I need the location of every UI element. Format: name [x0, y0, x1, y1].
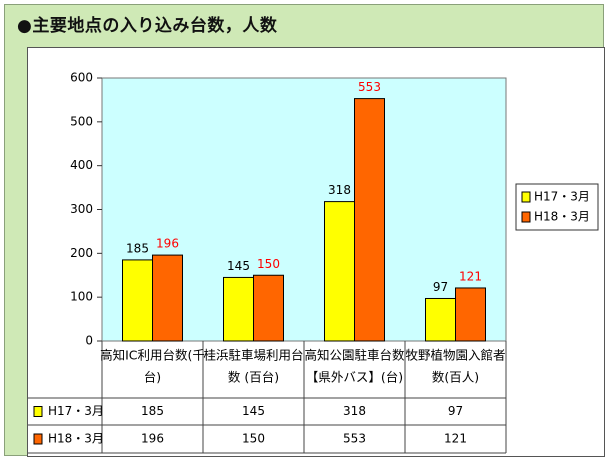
- category-label: 桂浜駐車場利用台: [203, 348, 303, 363]
- bar-chart: 0 100 200 300 400 500 600 185 196 145 150 318 553 97 1…: [28, 71, 599, 454]
- bar-h17: [223, 276, 254, 342]
- page-title: ●主要地点の入り込み台数，人数: [17, 16, 278, 36]
- category-label: 数(百人): [432, 370, 479, 385]
- legend-label: H17・3月: [534, 190, 590, 204]
- bar-h17: [425, 297, 456, 342]
- y-tick-label: 500: [70, 114, 93, 128]
- category-label: 数 (百台): [228, 370, 279, 385]
- table-cell: 150: [242, 432, 265, 446]
- data-label: 553: [358, 80, 381, 94]
- y-tick-label: 300: [70, 202, 93, 216]
- table-series-label: H17・3月: [48, 404, 104, 418]
- category-label: 【県外バス】(台): [306, 370, 403, 385]
- legend-label: H18・3月: [534, 210, 590, 224]
- table-cell: 121: [444, 432, 467, 446]
- data-label: 145: [227, 259, 250, 273]
- data-label: 150: [257, 257, 280, 271]
- y-tick-label: 600: [70, 71, 93, 85]
- table-cell: 97: [448, 404, 463, 418]
- bar-h18: [253, 274, 284, 342]
- page-frame: ●主要地点の入り込み台数，人数 0 100 200 300 400 500 600 185 19…: [4, 4, 605, 457]
- bar-h18: [354, 98, 385, 342]
- table-cell: 318: [343, 404, 366, 418]
- data-label: 196: [156, 237, 179, 251]
- table-cell: 185: [141, 404, 164, 418]
- legend-swatch: [521, 191, 531, 203]
- category-label: 牧野植物園入館者: [405, 348, 505, 363]
- category-label: 台): [144, 370, 161, 385]
- data-label: 185: [126, 241, 149, 255]
- category-label: 高知公園駐車台数: [304, 348, 405, 363]
- y-tick-label: 100: [70, 290, 93, 304]
- table-series-label: H18・3月: [48, 432, 104, 446]
- data-label: 318: [328, 183, 351, 197]
- table-cell: 145: [242, 404, 265, 418]
- category-label: 高知IC利用台数(千: [100, 348, 205, 363]
- table-legend-key: [33, 406, 43, 417]
- bar-h17: [122, 259, 153, 342]
- bar-h17: [324, 201, 355, 342]
- y-tick-label: 400: [70, 158, 93, 172]
- bar-h18: [152, 254, 183, 342]
- table-legend-key: [33, 433, 43, 445]
- y-tick-label: 200: [70, 246, 93, 260]
- bar-h18: [455, 287, 486, 342]
- chart-panel: 0 100 200 300 400 500 600 185 196 145 150 318 553 97 1…: [27, 47, 605, 457]
- legend-swatch: [521, 211, 531, 223]
- data-label: 121: [459, 269, 482, 283]
- table-cell: 196: [141, 432, 164, 446]
- y-tick-label: 0: [85, 334, 93, 348]
- data-label: 97: [433, 280, 448, 294]
- table-cell: 553: [343, 432, 366, 446]
